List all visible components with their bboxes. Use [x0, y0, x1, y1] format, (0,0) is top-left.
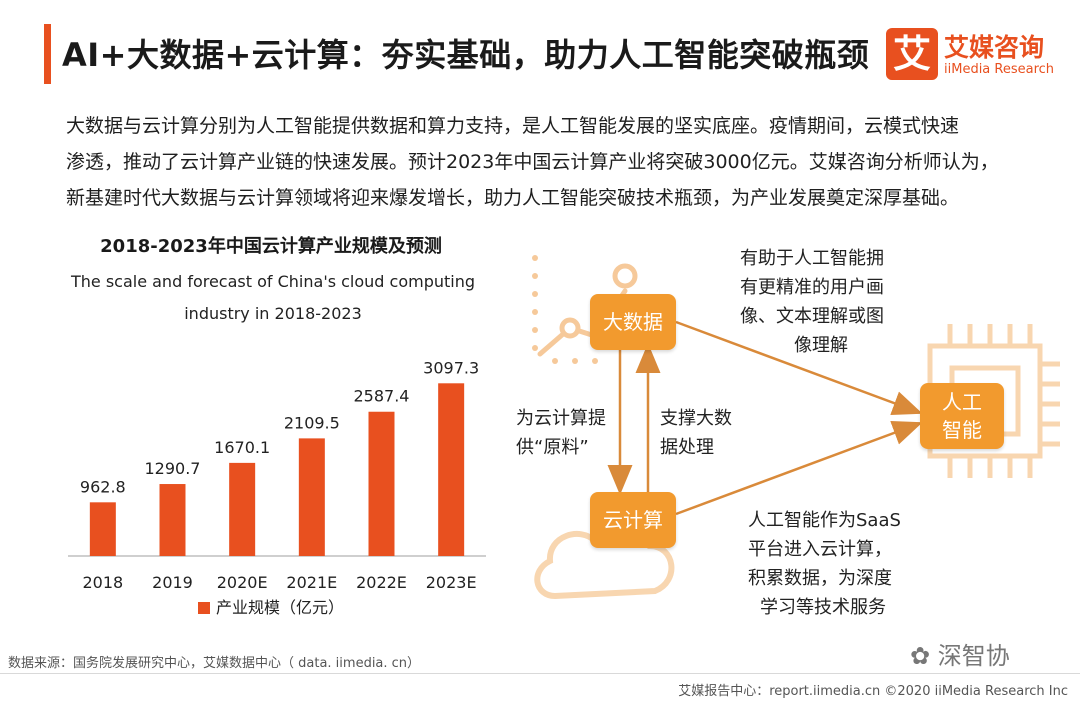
- chart-title: 2018-2023年中国云计算产业规模及预测: [100, 236, 442, 257]
- x-tick-label-2019: 2019: [152, 573, 193, 592]
- bottom-description: 人工智能作为SaaS 平台进入云计算， 积累数据，为深度 学习等技术服务: [748, 506, 901, 622]
- arrow-cloud-to-ai: [675, 420, 923, 516]
- bar-2018: [89, 502, 116, 556]
- data-label-2018: 962.8: [80, 477, 126, 496]
- label-line: 据处理: [660, 437, 714, 458]
- right-arrow-label: 支撑大数 据处理: [660, 404, 732, 462]
- big-data-box: 大数据: [590, 294, 676, 350]
- ai-box: 人工 智能: [920, 383, 1004, 449]
- ai-box-line: 智能: [942, 418, 982, 442]
- label-line: 供“原料”: [516, 437, 589, 458]
- x-tick-label-2018: 2018: [82, 573, 123, 592]
- logo-english-name: iiMedia Research: [944, 62, 1055, 77]
- top-description: 有助于人工智能拥 有更精准的用户画 像、文本理解或图 像理解: [740, 244, 902, 360]
- intro-line: 新基建时代大数据与云计算领域将迎来爆发增长，助力人工智能突破技术瓶颈，为产业发展…: [66, 187, 960, 209]
- data-label-2021E: 2109.5: [284, 413, 340, 432]
- graph-decoration-icon: [532, 255, 598, 364]
- data-label-2019: 1290.7: [145, 459, 201, 478]
- data-source: 数据来源：国务院发展研究中心，艾媒数据中心（ data. iimedia. cn…: [8, 656, 421, 671]
- title-accent-bar: [44, 24, 51, 84]
- label-line: 学习等技术服务: [760, 597, 886, 618]
- cloud-computing-box: 云计算: [590, 492, 676, 548]
- label-line: 平台进入云计算，: [748, 539, 892, 560]
- footer: 艾媒报告中心：report.iimedia.cn ©2020 iiMedia R…: [678, 684, 1068, 699]
- chart-subtitle-line: industry in 2018-2023: [184, 304, 362, 323]
- intro-paragraph: 大数据与云计算分别为人工智能提供数据和算力支持，是人工智能发展的坚实底座。疫情期…: [66, 108, 1046, 216]
- logo-mark: 艾: [886, 28, 938, 80]
- chart-legend: 产业规模（亿元）: [198, 594, 344, 618]
- chart-subtitle-line: The scale and forecast of China's cloud …: [70, 272, 476, 291]
- page-title: AI+大数据+云计算：夯实基础，助力人工智能突破瓶颈: [62, 36, 870, 74]
- bar-2023E: [438, 383, 465, 556]
- chart-subtitle: The scale and forecast of China's cloud …: [60, 266, 486, 330]
- wechat-watermark: ✿ 深智协: [910, 636, 1010, 671]
- intro-line: 渗透，推动了云计算产业链的快速发展。预计2023年中国云计算产业将突破3000亿…: [66, 151, 999, 173]
- bar-2019: [159, 484, 186, 556]
- label-line: 支撑大数: [660, 408, 732, 429]
- ai-box-line: 人工: [942, 390, 982, 414]
- x-tick-label-2020E: 2020E: [217, 573, 268, 592]
- bar-2020E: [229, 462, 256, 556]
- bar-2021E: [298, 438, 325, 556]
- legend-label: 产业规模（亿元）: [216, 598, 345, 617]
- watermark-text: 深智协: [937, 642, 1010, 670]
- data-label-2020E: 1670.1: [214, 438, 270, 457]
- left-arrow-label: 为云计算提 供“原料”: [516, 404, 606, 462]
- logo-chinese-name: 艾媒咨询: [944, 33, 1045, 62]
- label-line: 有更精准的用户画: [740, 277, 884, 298]
- label-line: 人工智能作为SaaS: [748, 510, 901, 531]
- bar-chart: 962.8 2018 1290.7 2019 1670.1 2020E 2109.5 2021…: [68, 358, 486, 592]
- x-tick-label-2023E: 2023E: [426, 573, 477, 592]
- data-label-2022E: 2587.4: [354, 387, 410, 406]
- footer-divider: [0, 673, 1080, 674]
- data-label-2023E: 3097.3: [423, 358, 479, 377]
- arrow-bigdata-to-ai: [675, 320, 923, 416]
- label-line: 积累数据，为深度: [748, 568, 892, 589]
- label-line: 为云计算提: [516, 408, 606, 429]
- intro-line: 大数据与云计算分别为人工智能提供数据和算力支持，是人工智能发展的坚实底座。疫情期…: [66, 115, 960, 137]
- legend-swatch: [198, 602, 210, 614]
- label-line: 像、文本理解或图: [740, 306, 884, 327]
- label-line: 像理解: [794, 335, 848, 356]
- x-tick-label-2022E: 2022E: [356, 573, 407, 592]
- bar-2022E: [368, 411, 395, 556]
- wechat-icon: ✿: [910, 642, 938, 670]
- brand-logo: 艾 艾媒咨询 iiMedia Research: [886, 28, 1066, 84]
- label-line: 有助于人工智能拥: [740, 248, 884, 269]
- x-tick-label-2021E: 2021E: [286, 573, 337, 592]
